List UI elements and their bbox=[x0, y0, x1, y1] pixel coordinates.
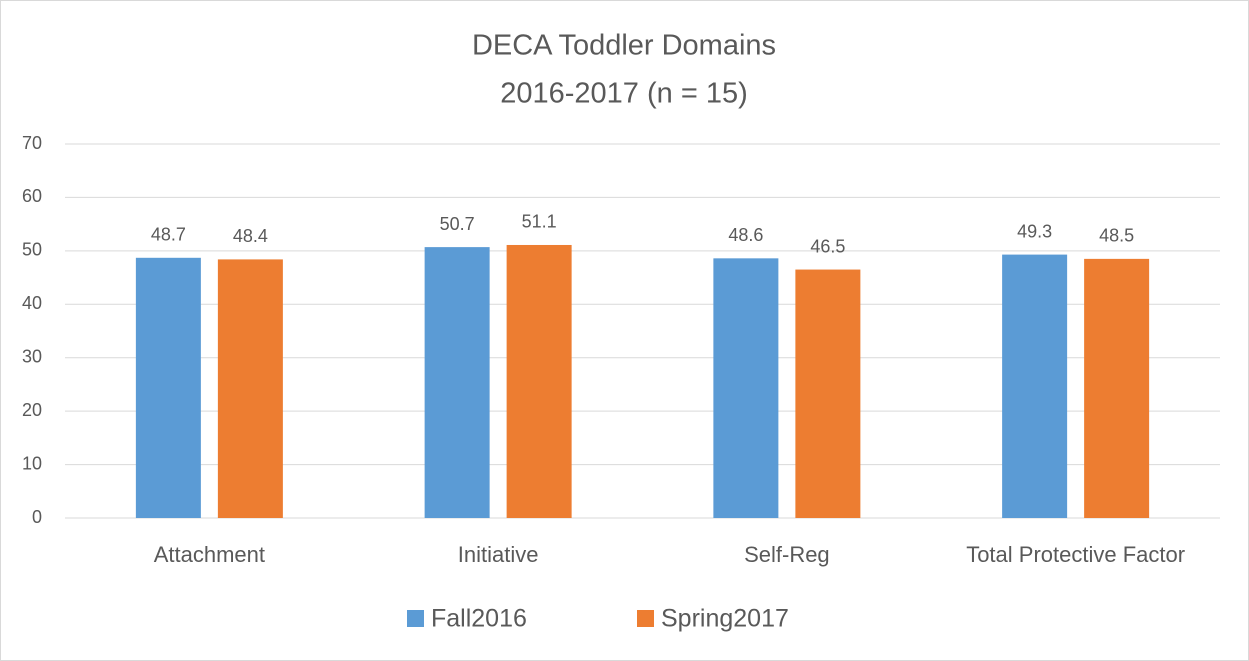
legend-swatch bbox=[637, 610, 654, 627]
legend-label: Spring2017 bbox=[661, 605, 789, 633]
bar bbox=[135, 257, 201, 518]
x-tick-label: Total Protective Factor bbox=[966, 542, 1185, 567]
chart-title: DECA Toddler Domains bbox=[472, 30, 776, 62]
y-tick-label: 50 bbox=[22, 240, 42, 260]
value-label: 48.6 bbox=[728, 225, 763, 245]
legend-swatch bbox=[407, 610, 424, 627]
bar bbox=[1002, 254, 1068, 518]
value-label: 49.3 bbox=[1017, 221, 1052, 241]
value-label: 46.5 bbox=[810, 236, 845, 256]
bar bbox=[424, 247, 490, 519]
y-tick-label: 70 bbox=[22, 133, 42, 153]
value-label: 48.4 bbox=[233, 226, 268, 246]
value-label: 48.7 bbox=[151, 225, 186, 245]
value-label: 48.5 bbox=[1099, 226, 1134, 246]
y-tick-label: 30 bbox=[22, 346, 42, 366]
y-tick-label: 0 bbox=[32, 507, 42, 527]
x-tick-label: Self-Reg bbox=[744, 542, 830, 567]
bar bbox=[217, 259, 283, 518]
y-tick-label: 40 bbox=[22, 293, 42, 313]
chart-subtitle: 2016-2017 (n = 15) bbox=[500, 78, 748, 110]
legend-label: Fall2016 bbox=[431, 605, 527, 633]
bar bbox=[506, 244, 572, 519]
x-tick-label: Attachment bbox=[154, 542, 265, 567]
y-tick-label: 10 bbox=[22, 453, 42, 473]
value-label: 50.7 bbox=[440, 214, 475, 234]
y-tick-label: 60 bbox=[22, 186, 42, 206]
bar bbox=[1084, 258, 1150, 518]
x-tick-label: Initiative bbox=[458, 542, 539, 567]
bar bbox=[795, 269, 861, 518]
y-tick-label: 20 bbox=[22, 400, 42, 420]
bar bbox=[713, 258, 779, 518]
value-label: 51.1 bbox=[522, 212, 557, 232]
